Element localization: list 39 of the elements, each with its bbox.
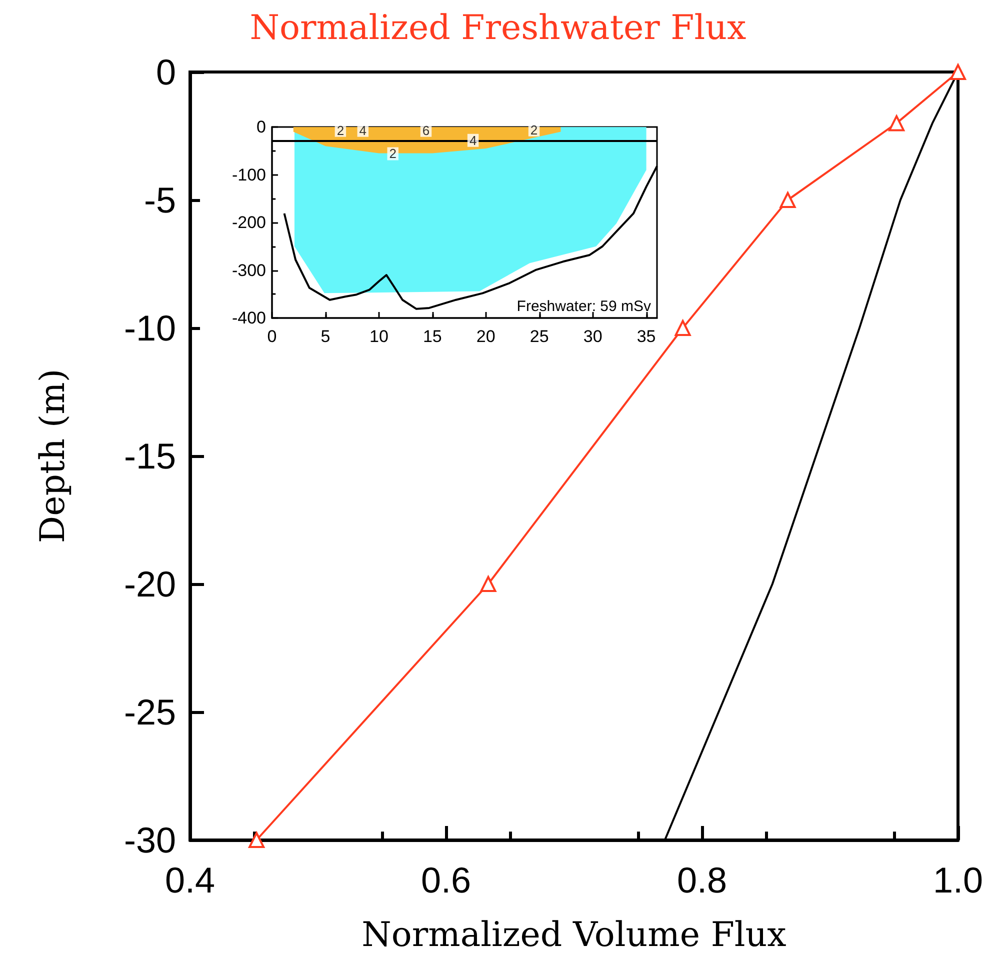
annotation: 6 bbox=[422, 122, 430, 138]
point bbox=[950, 64, 966, 80]
y-tick-label: -20 bbox=[124, 564, 176, 604]
y-axis-title: Depth (m) bbox=[33, 368, 73, 544]
x-tick-label: 0.6 bbox=[420, 860, 472, 900]
y-tick-label: -200 bbox=[232, 213, 266, 232]
annotation: Freshwater: 59 mSv bbox=[516, 298, 652, 315]
y-tick-label: -400 bbox=[232, 308, 266, 328]
annotation: 2 bbox=[336, 122, 344, 138]
y-tick-label: -30 bbox=[124, 820, 176, 860]
annotation: 2 bbox=[530, 122, 538, 138]
x-tick-label: 30 bbox=[583, 327, 602, 346]
x-tick-label: 5 bbox=[320, 327, 330, 346]
x-tick-label: 35 bbox=[636, 327, 656, 346]
x-tick-label: 20 bbox=[476, 327, 496, 346]
x-tick-label: 0.8 bbox=[676, 860, 728, 900]
y-tick-label: -25 bbox=[124, 692, 176, 732]
x-tick-label: 15 bbox=[422, 327, 442, 346]
point bbox=[480, 576, 496, 592]
chart-title: Normalized Freshwater Flux bbox=[250, 8, 746, 48]
x-axis-title: Normalized Volume Flux bbox=[362, 915, 786, 955]
y-tick-label: -15 bbox=[124, 436, 176, 476]
x-tick-label: 0.4 bbox=[164, 860, 216, 900]
y-tick-label: 0 bbox=[256, 118, 266, 136]
y-tick-label: -100 bbox=[232, 165, 266, 184]
annotation: 4 bbox=[359, 122, 367, 138]
y-tick-label: 0 bbox=[156, 52, 176, 92]
point bbox=[888, 115, 905, 132]
x-tick-label: 1.0 bbox=[932, 860, 984, 900]
x-tick-label: 25 bbox=[530, 327, 549, 346]
point bbox=[780, 192, 796, 208]
y-tick-label: -10 bbox=[124, 308, 176, 348]
y-tick-label: -300 bbox=[232, 260, 266, 280]
y-tick-label: -5 bbox=[144, 180, 176, 220]
x-tick-label: 10 bbox=[369, 327, 388, 346]
annotation: 2 bbox=[389, 146, 396, 162]
point bbox=[248, 832, 265, 848]
point bbox=[674, 320, 691, 336]
annotation: 4 bbox=[469, 132, 477, 148]
